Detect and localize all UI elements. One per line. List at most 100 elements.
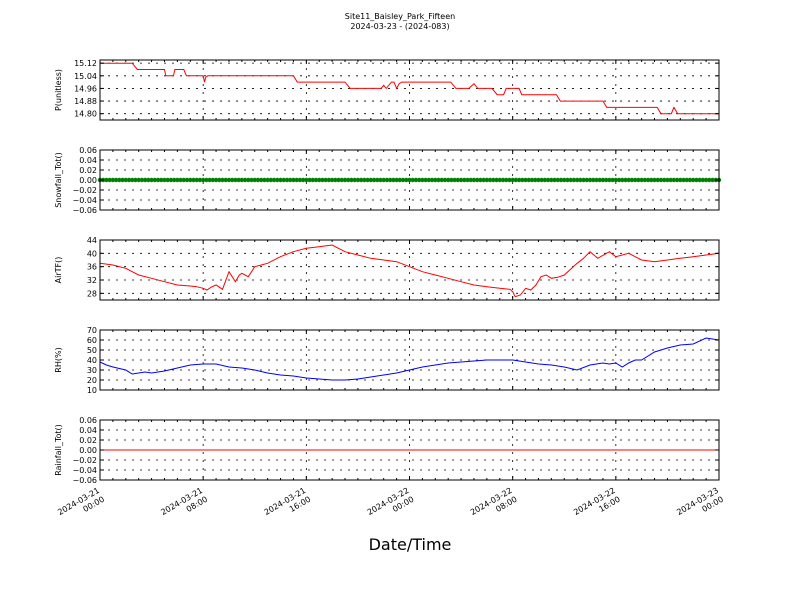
data-point — [313, 177, 319, 183]
data-point — [271, 177, 277, 183]
data-point — [404, 177, 409, 183]
series-line-1 — [99, 244, 720, 298]
data-point — [655, 177, 660, 183]
y-tick-label: 15.12 — [74, 59, 97, 68]
data-point — [265, 177, 270, 183]
data-point — [226, 177, 232, 183]
y-tick-label: 0.00 — [79, 446, 97, 455]
data-point — [152, 177, 158, 183]
data-point — [581, 177, 586, 183]
data-point — [284, 177, 290, 183]
data-point — [107, 177, 112, 183]
series-1 — [97, 177, 722, 183]
y-tick-label: 14.88 — [74, 97, 97, 106]
y-axis-label: P(unitless) — [54, 69, 63, 111]
data-point — [400, 177, 406, 183]
y-tick-label: 0.06 — [79, 146, 97, 155]
data-point — [178, 177, 183, 183]
data-point — [300, 177, 306, 183]
data-point — [661, 177, 667, 183]
data-point — [288, 177, 293, 183]
data-point — [539, 177, 544, 183]
y-tick-label: 0.00 — [79, 176, 97, 185]
data-point — [191, 177, 196, 183]
x-tick-label: 2024-03-2300:00 — [675, 486, 725, 526]
data-point — [707, 177, 712, 183]
data-point — [371, 177, 377, 183]
data-point — [329, 177, 335, 183]
data-point — [578, 177, 583, 183]
data-point — [584, 177, 590, 183]
data-point — [471, 177, 477, 183]
x-tick-label: 2024-03-2116:00 — [263, 486, 313, 526]
data-point — [104, 177, 109, 183]
data-point — [320, 177, 325, 183]
data-point — [220, 177, 225, 183]
data-point — [674, 177, 680, 183]
data-point — [123, 177, 128, 183]
data-point — [181, 177, 187, 183]
y-tick-label: 44 — [87, 236, 97, 245]
panels: 15.12 15.04 14.96 14.88 14.80 P(unitless) 0.06… — [54, 59, 722, 485]
data-point — [310, 177, 315, 183]
y-tick-label: 20 — [87, 376, 97, 385]
data-point — [381, 177, 386, 183]
data-point — [668, 177, 673, 183]
data-point — [416, 177, 422, 183]
data-point — [433, 177, 438, 183]
x-axis-label: Date/Time — [369, 535, 452, 554]
data-point — [487, 177, 493, 183]
data-point — [684, 177, 689, 183]
data-point — [117, 177, 122, 183]
data-point — [465, 177, 470, 183]
data-point — [436, 177, 441, 183]
panel-5: 0.060.040.020.00−0.02−0.04−0.06 Rainfall_… — [54, 416, 720, 485]
data-point — [475, 177, 480, 183]
data-point — [130, 177, 135, 183]
data-point — [568, 177, 573, 183]
data-point — [375, 177, 380, 183]
data-point — [420, 177, 425, 183]
data-point — [291, 177, 296, 183]
data-point — [133, 177, 138, 183]
data-point — [516, 177, 522, 183]
data-point — [478, 177, 483, 183]
data-point — [468, 177, 473, 183]
data-point — [552, 177, 557, 183]
data-point — [165, 177, 170, 183]
data-point — [365, 177, 370, 183]
data-point — [526, 177, 531, 183]
y-tick-label: 15.04 — [74, 72, 97, 81]
data-point — [652, 177, 657, 183]
x-tick-label: 2024-03-2100:00 — [56, 486, 106, 526]
data-point — [326, 177, 332, 183]
data-point — [681, 177, 686, 183]
data-point — [629, 177, 635, 183]
data-point — [587, 177, 593, 183]
panel-1: 15.12 15.04 14.96 14.88 14.80 P(unitless) — [54, 59, 720, 121]
data-point — [249, 177, 254, 183]
data-point — [626, 177, 631, 183]
data-point — [623, 177, 628, 183]
y-tick-label: 14.96 — [74, 84, 97, 93]
data-point — [175, 177, 180, 183]
y-tick-label: −0.02 — [72, 456, 97, 465]
data-point — [639, 177, 644, 183]
y-tick-label: 0.04 — [79, 426, 97, 435]
y-tick-label: 36 — [87, 263, 97, 272]
data-point — [339, 177, 344, 183]
data-point — [542, 177, 548, 183]
data-point — [297, 177, 303, 183]
y-tick-label: 10 — [87, 386, 97, 395]
data-point — [197, 177, 203, 183]
data-point — [533, 177, 538, 183]
data-point — [665, 177, 670, 183]
data-point — [242, 177, 248, 183]
data-point — [649, 177, 654, 183]
data-point — [391, 177, 396, 183]
data-point — [294, 177, 299, 183]
y-tick-label: 14.80 — [74, 110, 97, 119]
data-point — [484, 177, 490, 183]
data-point — [355, 177, 361, 183]
data-point — [307, 177, 312, 183]
